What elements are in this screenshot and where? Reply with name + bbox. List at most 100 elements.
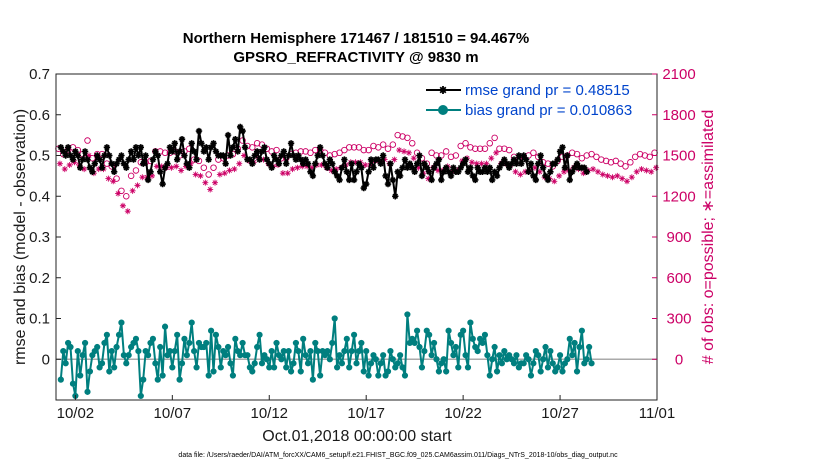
obs-possible-point [467, 144, 474, 151]
rmse-point [409, 164, 416, 171]
obs-possible-point [573, 150, 581, 158]
rmse-point [510, 156, 518, 163]
rmse-point [249, 160, 256, 167]
obs-possible-point [481, 145, 489, 152]
bias-point [525, 356, 532, 363]
rmse-point [115, 156, 123, 163]
obs-possible-point [370, 142, 377, 150]
rmse-point [135, 152, 142, 159]
obs-possible-point [399, 133, 406, 140]
rmse-point [343, 168, 351, 175]
obs-possible-point [132, 167, 140, 174]
bias-point [169, 364, 176, 371]
obs-assimilated-point [294, 164, 301, 171]
bias-point [263, 356, 270, 363]
rmse-point [355, 160, 363, 167]
obs-assimilated-point [396, 147, 403, 154]
rmse-point [183, 160, 191, 167]
bias-point [149, 335, 157, 342]
legend-bias-marker [438, 105, 448, 115]
obs-possible-point [631, 153, 639, 161]
rmse-point [198, 140, 205, 147]
x-tick-label: 10/27 [541, 405, 579, 422]
obs-assimilated-point [236, 160, 243, 167]
obs-possible-point [249, 144, 256, 151]
x-tick-label: 10/17 [347, 405, 385, 422]
rmse-point [513, 160, 520, 167]
obs-assimilated-point [168, 164, 175, 171]
obs-assimilated-point [401, 148, 408, 155]
obs-possible-point [622, 163, 629, 170]
bias-point [489, 356, 496, 363]
rmse-point [157, 168, 164, 175]
obs-assimilated-point [192, 171, 199, 178]
obs-assimilated-point [241, 152, 248, 159]
rmse-point [195, 127, 203, 135]
bias-point [576, 343, 583, 351]
obs-possible-point [442, 148, 450, 155]
obs-assimilated-point [207, 186, 214, 193]
rmse-point [406, 160, 414, 167]
obs-assimilated-point [216, 171, 223, 178]
x-tick-label: 10/02 [57, 405, 95, 422]
rmse-point [210, 140, 217, 147]
obs-assimilated-point [623, 178, 630, 185]
obs-assimilated-point [139, 174, 146, 181]
y-tick-label-right: 1500 [662, 148, 695, 165]
y-tick-label: 0.7 [29, 66, 50, 83]
obs-possible-point [438, 152, 445, 159]
bias-point [79, 352, 86, 359]
rmse-point [236, 123, 244, 131]
rmse-point [370, 164, 377, 171]
bias-point [486, 372, 493, 379]
obs-assimilated-point [653, 164, 660, 171]
bias-point [447, 339, 455, 347]
bias-point [346, 364, 353, 371]
chart-title: Northern Hemisphere 171467 / 181510 = 94… [183, 30, 529, 47]
bias-point [137, 392, 144, 400]
rmse-point [280, 148, 287, 155]
rmse-point [106, 152, 113, 159]
bias-point [559, 368, 566, 375]
obs-assimilated-point [105, 175, 112, 182]
rmse-point [93, 152, 101, 159]
rmse-point [57, 144, 65, 151]
rmse-point [91, 160, 98, 167]
bias-point [360, 368, 367, 375]
y-tick-label: 0 [42, 351, 50, 368]
bias-point [586, 343, 593, 351]
rmse-point [203, 144, 210, 151]
legend-bias-label: bias grand pr = 0.010863 [465, 102, 632, 119]
bias-point [537, 368, 544, 375]
obs-assimilated-point [149, 172, 156, 179]
rmse-point [200, 148, 208, 155]
rmse-point [319, 152, 326, 159]
bias-point [377, 360, 384, 367]
obs-assimilated-point [614, 172, 621, 179]
obs-possible-point [360, 146, 368, 154]
bias-point [430, 339, 438, 347]
rmse-point [74, 152, 82, 159]
bias-point [69, 380, 77, 387]
rmse-point [515, 152, 523, 159]
obs-possible-point [331, 150, 338, 158]
rmse-point [173, 156, 181, 163]
obs-assimilated-point [182, 163, 189, 170]
bias-point [554, 364, 561, 371]
obs-assimilated-point [202, 179, 209, 186]
bias-point [118, 319, 125, 326]
rmse-point [442, 164, 450, 171]
bias-point [271, 364, 278, 371]
obs-possible-point [355, 144, 363, 151]
rmse-point [96, 156, 103, 163]
bias-point [433, 356, 440, 363]
obs-assimilated-point [134, 182, 141, 189]
obs-possible-point [496, 145, 503, 152]
rmse-point [77, 164, 84, 171]
obs-assimilated-point [628, 174, 635, 181]
rmse-point [207, 144, 215, 151]
bias-point [418, 364, 426, 371]
bias-point [498, 360, 506, 367]
rmse-point [474, 164, 481, 171]
